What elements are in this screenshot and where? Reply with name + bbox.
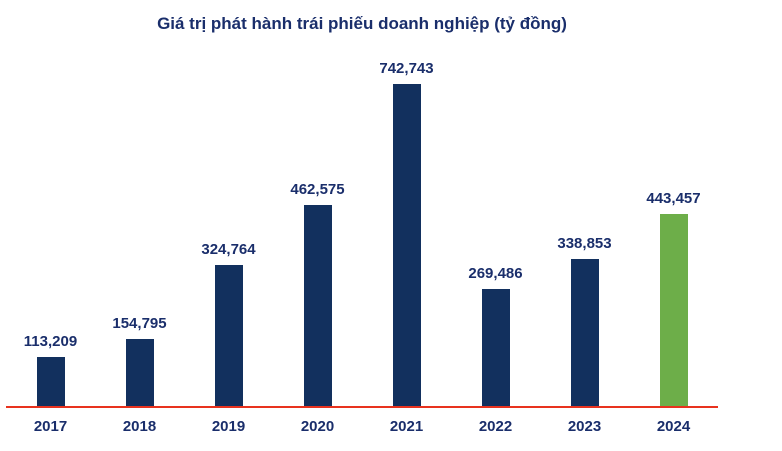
bar-group-2024: 443,457 <box>629 190 718 406</box>
bar-2022 <box>481 289 510 406</box>
x-axis-label-2020: 2020 <box>300 418 335 435</box>
x-axis-labels: 2017 2018 2019 2020 2021 2022 2023 2024 <box>6 418 718 435</box>
bar-2020 <box>303 205 332 406</box>
bar-value-label: 443,457 <box>646 190 701 207</box>
bar-2023 <box>570 259 599 406</box>
chart-title: Giá trị phát hành trái phiếu doanh nghiệ… <box>157 14 567 33</box>
x-axis-label-2022: 2022 <box>478 418 513 435</box>
x-axis-label-2018: 2018 <box>122 418 157 435</box>
x-axis-label-2019: 2019 <box>211 418 246 435</box>
bar-group-2023: 338,853 <box>540 235 629 406</box>
bar-value-label: 154,795 <box>112 315 167 332</box>
bar-group-2019: 324,764 <box>184 241 273 406</box>
bar-value-label: 324,764 <box>201 241 256 258</box>
bar-2021 <box>392 84 421 406</box>
bar-2017 <box>36 357 65 406</box>
x-axis-label-2024: 2024 <box>656 418 691 435</box>
bar-group-2020: 462,575 <box>273 181 362 406</box>
x-axis-label-2023: 2023 <box>567 418 602 435</box>
x-axis-label-2021: 2021 <box>389 418 424 435</box>
bar-2024 <box>659 214 688 406</box>
bar-value-label: 269,486 <box>468 265 523 282</box>
x-axis-label-2017: 2017 <box>33 418 68 435</box>
bar-2019 <box>214 265 243 406</box>
bar-group-2021: 742,743 <box>362 60 451 406</box>
bar-group-2022: 269,486 <box>451 265 540 406</box>
bar-value-label: 462,575 <box>290 181 345 198</box>
bar-group-2017: 113,209 <box>6 333 95 406</box>
bar-value-label: 338,853 <box>557 235 612 252</box>
bar-chart-plot-area: 113,209 154,795 324,764 462,575 742,743 269,4… <box>6 56 718 408</box>
bar-2018 <box>125 339 154 406</box>
bar-value-label: 113,209 <box>23 333 78 350</box>
bar-value-label: 742,743 <box>379 60 434 77</box>
bar-group-2018: 154,795 <box>95 315 184 406</box>
